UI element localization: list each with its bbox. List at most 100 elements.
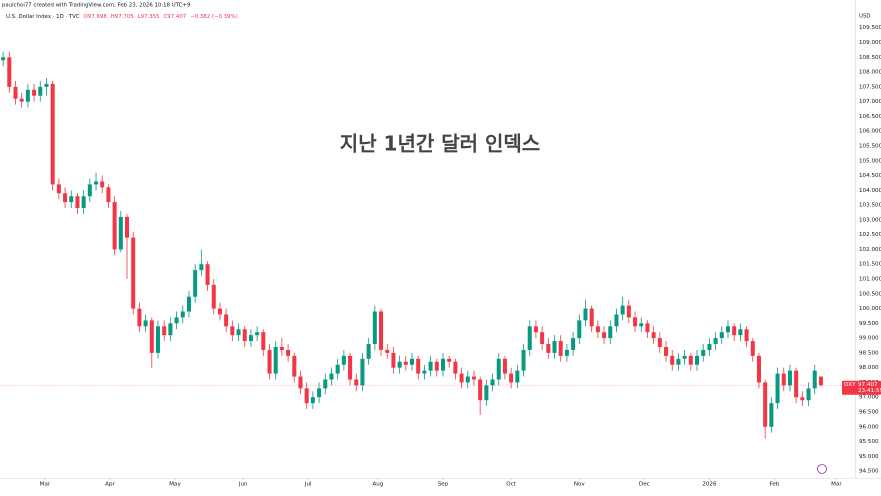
candle-body [428,361,433,371]
candle-body [781,373,786,386]
ohlc-value: O97.698 [84,14,108,20]
ohlc-value: H97.705 [111,14,134,20]
x-tick-label: Mar [831,482,842,488]
candle-body [447,358,452,362]
candle-body [645,323,650,333]
candle-body [304,388,309,404]
candle-body [478,379,483,401]
candle-body [310,397,315,404]
candle-body [694,355,700,365]
candle-body [750,341,755,356]
y-tick-label: 98.500 [859,350,879,356]
candle-body [800,397,805,401]
y-tick-label: 98.000 [859,365,879,371]
candle-body [775,373,780,404]
candle-body [818,376,823,386]
candle-body [354,379,359,386]
candle-body [515,370,520,383]
y-tick-label: 94.500 [859,469,879,475]
y-tick-label: 95.000 [859,454,879,460]
candle-body [341,355,346,365]
countdown: 23:41:59 [858,388,881,394]
candle-body [521,349,526,371]
x-tick-label: Apr [105,482,115,488]
candle-body [707,344,712,350]
y-tick-label: 100.500 [859,291,881,297]
candle-body [620,305,625,315]
candle-body [279,346,284,350]
x-tick-label: Sep [438,482,449,488]
candle-body [112,202,117,250]
candle-body [87,184,92,197]
candle-body [806,388,811,401]
candle-body [682,355,687,359]
x-tick-label: Jun [238,482,248,488]
candle-body [626,305,631,318]
y-tick-label: 108.000 [859,70,881,76]
candle-body [69,196,74,203]
x-tick-label: Mar [40,482,51,488]
x-tick-label: Nov [574,482,586,488]
candle-body [490,379,495,386]
y-tick-label: 96.500 [859,410,879,416]
candle-body [614,314,619,327]
candle-body [323,379,328,389]
candle-body [713,338,718,345]
y-tick-label: 103.500 [859,203,881,209]
price-tag-symbol: DXY [844,382,856,388]
candle-body [379,311,384,350]
candle-body [434,361,439,371]
candle-body [688,355,693,365]
candle-body [639,323,644,327]
candle-body [577,320,582,339]
candle-body [230,326,235,336]
candle-body [211,284,216,309]
candle-body [670,355,675,365]
x-tick-label: Dec [639,482,650,488]
y-tick-label: 99.000 [859,336,879,342]
candle-body [540,332,545,345]
candle-body [217,308,222,315]
y-tick-label: 105.500 [859,143,881,149]
candle-body [409,358,415,365]
candle-body [124,216,130,238]
candle-body [608,326,613,339]
candle-body [267,349,272,374]
y-tick-label: 100.000 [859,306,881,312]
y-tick-label: 106.000 [859,129,881,135]
ohlc-value: C97.407 [164,14,187,20]
candle-body [193,270,198,297]
chart-title: 지난 1년간 달러 인덱스 [340,132,540,156]
candle-body [224,314,229,327]
price-tag-box [842,380,881,395]
x-tick-label: Jul [304,482,312,488]
candle-body [1,57,6,61]
candle-body [719,332,724,339]
candle-body [168,323,173,336]
candle-body [509,373,514,383]
candle-body [63,193,68,203]
candle-body [440,358,446,371]
candle-body [32,89,37,96]
candle-body [100,181,105,188]
y-tick-label: 96.000 [859,424,879,430]
candle-body [329,373,334,380]
candle-body [533,326,538,333]
candle-body [732,326,737,336]
candle-body [453,361,458,374]
y-tick-label: 101.500 [859,262,881,268]
y-tick-label: 107.500 [859,84,881,90]
candles [1,51,823,439]
candle-body [558,341,563,356]
y-tick-label: 103.000 [859,217,881,223]
candle-body [137,308,142,327]
y-tick-label: 95.500 [859,439,879,445]
candle-body [756,355,761,383]
y-tick-label: 109.500 [859,25,881,31]
candle-body [236,329,241,336]
ohlc-value: −0.382 (−0.39%) [190,14,238,20]
candle-body [422,370,427,374]
y-tick-label: 106.500 [859,114,881,120]
candle-body [25,89,30,102]
